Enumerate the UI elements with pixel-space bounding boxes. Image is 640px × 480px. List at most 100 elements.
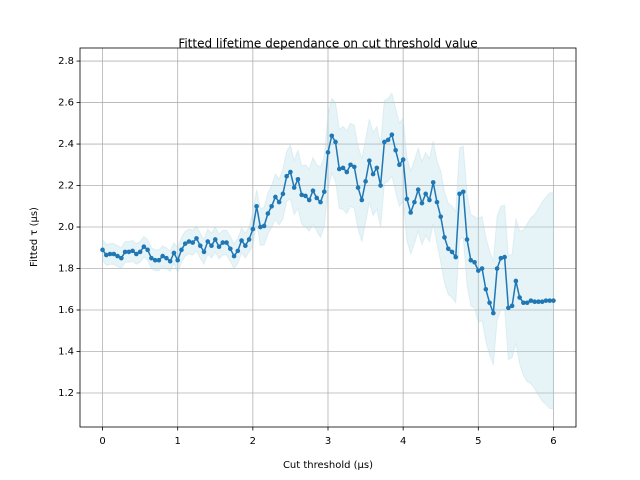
point <box>164 255 169 261</box>
point <box>197 243 203 248</box>
point <box>374 165 380 171</box>
point <box>397 162 402 168</box>
point <box>434 199 440 205</box>
point <box>521 300 526 306</box>
point <box>261 223 267 229</box>
point <box>423 191 428 197</box>
point <box>182 241 188 246</box>
point <box>355 185 361 190</box>
point <box>547 298 552 303</box>
y-tick-label: 1.4 <box>58 346 74 357</box>
point <box>539 299 545 305</box>
point <box>494 266 500 271</box>
error-band <box>102 92 554 410</box>
point <box>502 254 507 260</box>
point <box>250 226 256 232</box>
point <box>344 169 350 175</box>
y-tick-label: 2.0 <box>58 222 74 233</box>
point <box>149 255 154 261</box>
point <box>314 195 320 201</box>
point <box>363 179 368 184</box>
point <box>212 237 218 242</box>
point <box>190 240 196 245</box>
point <box>303 193 308 199</box>
point <box>412 199 417 205</box>
point <box>231 253 237 259</box>
chart-title: Fitted lifetime dependance on cut thresh… <box>178 37 477 51</box>
point <box>329 133 335 139</box>
point <box>160 253 165 259</box>
point <box>536 299 541 305</box>
point <box>472 259 477 265</box>
point <box>235 248 241 254</box>
point <box>336 166 342 172</box>
point <box>205 239 211 244</box>
point <box>228 246 233 252</box>
point <box>460 189 466 195</box>
point <box>224 240 229 245</box>
point <box>119 255 124 261</box>
point <box>295 177 301 182</box>
point <box>175 257 180 263</box>
point <box>325 150 331 155</box>
point <box>430 180 436 185</box>
point <box>400 157 406 162</box>
point <box>528 298 534 303</box>
point <box>551 298 556 303</box>
x-tick-label: 1 <box>175 436 181 447</box>
point <box>506 305 511 311</box>
y-tick-label: 2.4 <box>58 139 74 150</box>
point <box>134 251 139 257</box>
point <box>201 249 207 255</box>
point <box>524 300 530 306</box>
point <box>209 243 214 248</box>
point <box>453 254 459 260</box>
point <box>115 253 120 259</box>
point <box>239 238 244 243</box>
point <box>468 257 474 263</box>
point <box>442 235 447 240</box>
point <box>333 139 338 145</box>
axes-frame <box>79 47 577 428</box>
point <box>122 249 128 255</box>
point <box>498 255 504 261</box>
y-tick-label: 2.2 <box>58 181 74 192</box>
point <box>246 237 252 242</box>
point <box>145 247 150 253</box>
point <box>216 244 222 250</box>
point <box>258 224 263 230</box>
point <box>254 203 259 209</box>
y-tick-label: 1.8 <box>58 264 74 275</box>
point <box>220 240 226 245</box>
point <box>404 196 410 202</box>
point <box>517 295 522 300</box>
point <box>464 237 470 242</box>
point <box>310 188 316 194</box>
point <box>393 147 398 153</box>
point <box>273 194 278 200</box>
point <box>340 165 346 171</box>
x-axis-label: Cut threshold (μs) <box>283 460 373 471</box>
point <box>284 173 289 179</box>
point <box>321 189 327 195</box>
point <box>479 266 485 271</box>
point <box>543 298 549 303</box>
point <box>137 249 143 255</box>
y-tick-label: 1.2 <box>58 388 74 399</box>
point <box>367 158 372 163</box>
point <box>288 169 293 175</box>
point <box>107 251 113 257</box>
point <box>378 183 383 188</box>
point <box>243 243 248 248</box>
x-tick-label: 3 <box>325 436 331 447</box>
point <box>415 187 421 192</box>
point <box>280 191 286 197</box>
point <box>352 164 357 170</box>
point <box>445 246 451 252</box>
point <box>126 249 132 255</box>
point <box>130 248 135 254</box>
point <box>419 200 425 206</box>
point <box>427 197 432 203</box>
